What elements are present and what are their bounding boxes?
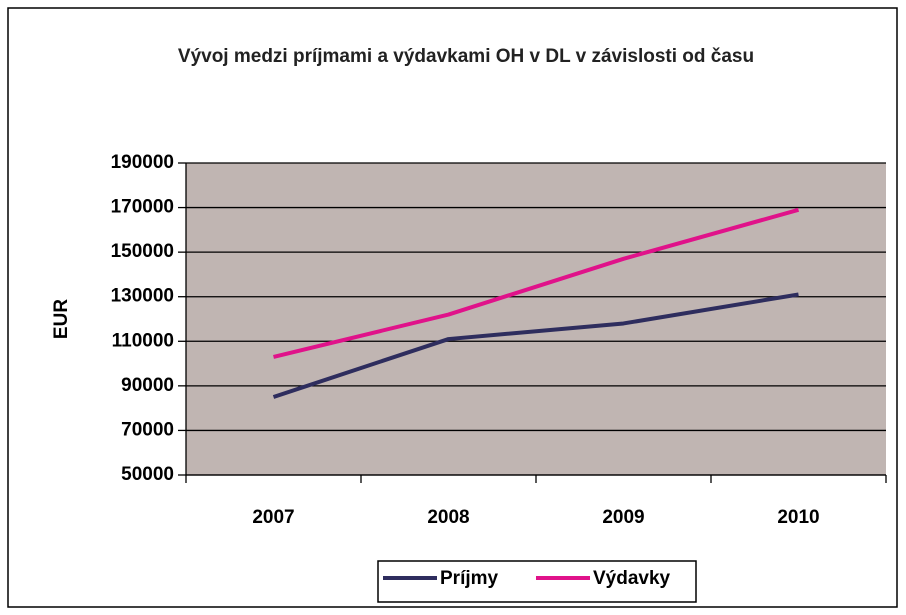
y-tick-label: 150000: [111, 241, 174, 262]
y-tick-label: 130000: [111, 286, 174, 307]
y-tick-label: 70000: [121, 419, 174, 440]
y-tick-label: 170000: [111, 197, 174, 218]
legend-label: Príjmy: [440, 568, 499, 589]
y-axis-label: EUR: [51, 299, 72, 339]
y-tick-label: 110000: [112, 330, 174, 351]
y-tick-label: 50000: [121, 464, 174, 485]
x-tick-label: 2008: [427, 507, 469, 528]
series-line: [272, 292, 799, 399]
legend-box: [377, 560, 697, 603]
x-tick-label: 2010: [777, 507, 819, 528]
plot-area: [186, 163, 886, 475]
x-tick-label: 2009: [602, 507, 644, 528]
y-tick-label: 190000: [111, 152, 174, 173]
chart-title: Vývoj medzi príjmami a výdavkami OH v DL…: [177, 46, 755, 67]
x-tick-label: 2007: [252, 507, 294, 528]
legend-label: Výdavky: [593, 568, 671, 589]
y-tick-label: 90000: [121, 375, 174, 396]
series-line: [273, 207, 800, 359]
